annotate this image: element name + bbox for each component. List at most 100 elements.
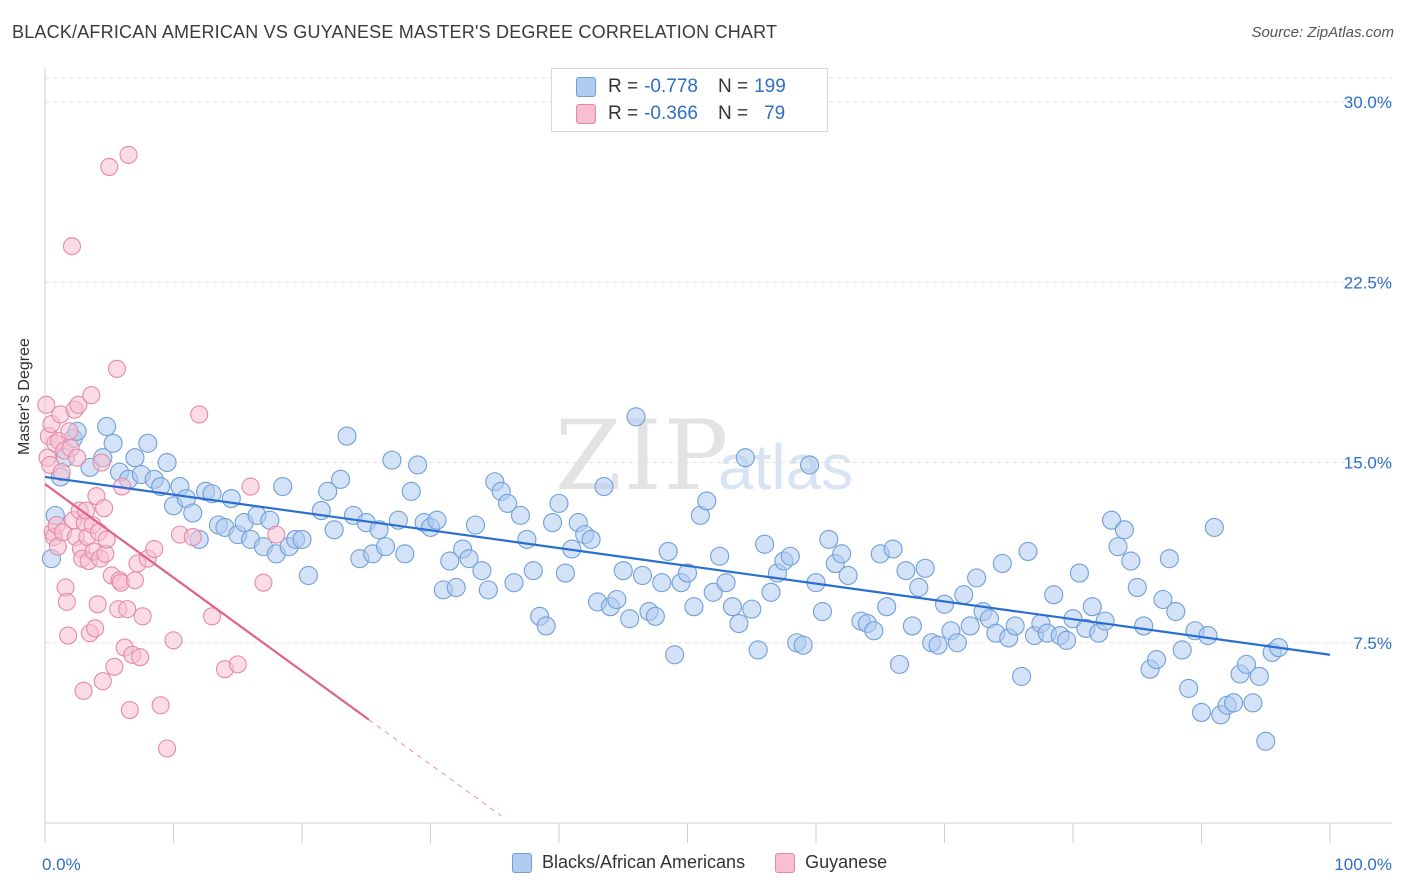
guyanese-point	[57, 592, 76, 611]
blacks-point	[812, 601, 832, 622]
stats-legend: R = -0.778 N = 199 R = -0.366 N = 79	[551, 68, 828, 132]
legend-item-guyanese[interactable]: Guyanese	[775, 852, 887, 873]
guyanese-point	[69, 395, 88, 414]
blacks-point	[632, 565, 653, 586]
blacks-trend-line	[44, 475, 1331, 656]
blacks-point	[324, 520, 344, 540]
guyanese-point	[183, 527, 202, 547]
x-tick-label: 0.0%	[42, 855, 81, 874]
blacks-point	[151, 476, 171, 497]
series-guyanese-points	[37, 145, 286, 758]
blacks-point	[1166, 601, 1186, 622]
blacks-point	[960, 616, 980, 636]
blacks-point	[665, 645, 685, 665]
blacks-point	[896, 561, 916, 581]
blacks-point	[382, 450, 402, 470]
blacks-point	[729, 613, 749, 634]
blacks-point	[1108, 537, 1128, 557]
y-tick-label: 7.5%	[1353, 634, 1392, 653]
blacks-point	[103, 433, 123, 453]
blacks-point	[864, 621, 884, 641]
guyanese-point	[95, 499, 114, 518]
guyanese-point	[131, 648, 150, 667]
blacks-point	[369, 520, 389, 540]
blacks-point	[408, 455, 428, 475]
series-legend: Blacks/African Americans Guyanese	[512, 852, 917, 873]
blacks-point	[273, 476, 293, 497]
blacks-point	[800, 455, 820, 475]
legend-item-blacks[interactable]: Blacks/African Americans	[512, 852, 745, 873]
blacks-point	[459, 549, 479, 569]
blacks-point	[1012, 666, 1032, 686]
blacks-point	[684, 597, 704, 617]
blacks-point	[1114, 520, 1134, 540]
guyanese-point	[59, 626, 78, 645]
blacks-point	[1082, 597, 1102, 617]
blacks-point	[954, 585, 974, 605]
y-axis-label: Master's Degree	[16, 338, 33, 455]
blacks-point	[581, 529, 601, 549]
x-tick-label: 100.0%	[1334, 855, 1392, 874]
blacks-point	[658, 541, 678, 561]
blacks-point	[510, 505, 531, 525]
guyanese-point	[120, 700, 139, 720]
blacks-point	[1005, 616, 1025, 636]
blacks-point	[967, 568, 987, 588]
blacks-point	[1172, 640, 1192, 660]
blacks-point	[202, 484, 222, 504]
guyanese-trend-extension	[368, 719, 502, 817]
guyanese-point	[241, 477, 260, 496]
legend-swatch-guyanese	[576, 104, 596, 124]
blacks-point	[710, 546, 730, 566]
blacks-point	[517, 529, 537, 549]
legend-row-blacks: R = -0.778 N = 199	[576, 74, 786, 100]
blacks-point	[697, 491, 717, 511]
blacks-point	[909, 577, 929, 598]
legend-row-guyanese: R = -0.366 N = 79	[576, 101, 785, 127]
blacks-point	[645, 606, 665, 626]
blacks-point	[1095, 611, 1115, 631]
blacks-point	[440, 551, 460, 571]
y-tick-label: 22.5%	[1344, 273, 1392, 292]
blacks-point	[549, 493, 569, 513]
blacks-point	[523, 561, 543, 581]
blacks-point	[992, 553, 1012, 574]
blacks-point	[498, 493, 518, 513]
guyanese-point	[164, 631, 183, 650]
guyanese-point	[133, 607, 152, 626]
blacks-point	[1179, 678, 1199, 698]
guyanese-point	[151, 696, 170, 715]
guyanese-point	[37, 395, 56, 414]
blacks-point	[401, 481, 421, 501]
legend-swatch-blacks	[576, 77, 596, 97]
blacks-point	[1198, 625, 1218, 646]
blacks-point	[478, 580, 498, 600]
blacks-point	[555, 563, 575, 583]
blacks-point	[819, 529, 839, 549]
y-tick-label: 15.0%	[1344, 454, 1392, 473]
guyanese-point	[190, 405, 209, 424]
blacks-point	[1121, 551, 1141, 571]
blacks-point	[1236, 654, 1257, 674]
blacks-point	[395, 544, 415, 564]
blacks-point	[292, 529, 312, 549]
blacks-point	[755, 534, 775, 554]
guyanese-point	[86, 619, 105, 638]
blacks-point	[703, 582, 723, 602]
guyanese-point	[105, 657, 124, 676]
blacks-point	[915, 558, 935, 578]
blacks-point	[318, 481, 338, 501]
legend-r-value-guyanese: -0.366	[644, 103, 698, 124]
blacks-point	[947, 633, 967, 653]
blacks-point	[877, 597, 897, 617]
blacks-point	[157, 452, 177, 473]
chart-title: BLACK/AFRICAN AMERICAN VS GUYANESE MASTE…	[12, 22, 778, 42]
blacks-point	[1134, 616, 1154, 636]
legend-r-label: R =	[608, 76, 639, 97]
blacks-point	[607, 589, 627, 610]
blacks-point	[465, 515, 486, 535]
blacks-point	[594, 476, 614, 497]
guyanese-point	[92, 453, 111, 472]
blacks-point	[793, 635, 813, 655]
